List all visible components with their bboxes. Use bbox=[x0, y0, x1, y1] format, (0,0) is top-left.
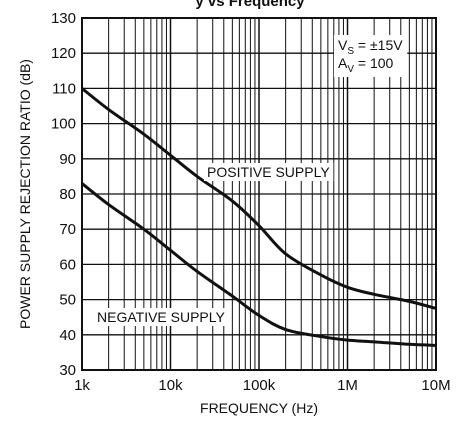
y-tick-label: 130 bbox=[51, 10, 76, 27]
y-tick-label: 90 bbox=[59, 151, 76, 168]
x-tick-label: 10k bbox=[158, 377, 183, 394]
y-tick-label: 30 bbox=[59, 362, 76, 379]
supply-voltage-condition: VS = ±15V bbox=[338, 37, 403, 57]
y-tick-label: 40 bbox=[59, 327, 76, 344]
negative-supply-line bbox=[81, 182, 437, 347]
series-lines bbox=[81, 87, 437, 347]
y-tick-label: 60 bbox=[59, 256, 76, 273]
x-tick-labels: 1k 10k 100k 1M 10M bbox=[74, 377, 451, 394]
y-tick-label: 80 bbox=[59, 186, 76, 203]
y-tick-label: 120 bbox=[51, 45, 76, 62]
x-axis-label: FREQUENCY (Hz) bbox=[200, 400, 318, 416]
x-tick-label: 10M bbox=[421, 377, 450, 394]
positive-supply-label: POSITIVE SUPPLY bbox=[207, 164, 330, 180]
plot-frame bbox=[81, 17, 437, 371]
positive-supply-line bbox=[81, 87, 437, 310]
x-tick-label: 1M bbox=[337, 377, 358, 394]
chart-title: y vs Frequency bbox=[195, 0, 305, 10]
x-tick-label: 100k bbox=[243, 377, 276, 394]
x-tick-label: 1k bbox=[74, 377, 90, 394]
y-tick-label: 50 bbox=[59, 292, 76, 309]
y-tick-labels: 30 40 50 60 70 80 90 100 110 120 130 bbox=[51, 10, 76, 379]
negative-label-bg bbox=[94, 308, 229, 326]
y-tick-label: 100 bbox=[51, 116, 76, 133]
y-tick-label: 110 bbox=[52, 80, 76, 97]
negative-supply-label: NEGATIVE SUPPLY bbox=[97, 309, 226, 325]
y-axis-label: POWER SUPPLY REJECTION RATIO (dB) bbox=[17, 59, 33, 329]
gain-condition: AV = 100 bbox=[338, 55, 394, 75]
positive-label-bg bbox=[204, 163, 334, 181]
y-tick-label: 70 bbox=[59, 221, 76, 238]
conditions-box bbox=[334, 35, 408, 77]
